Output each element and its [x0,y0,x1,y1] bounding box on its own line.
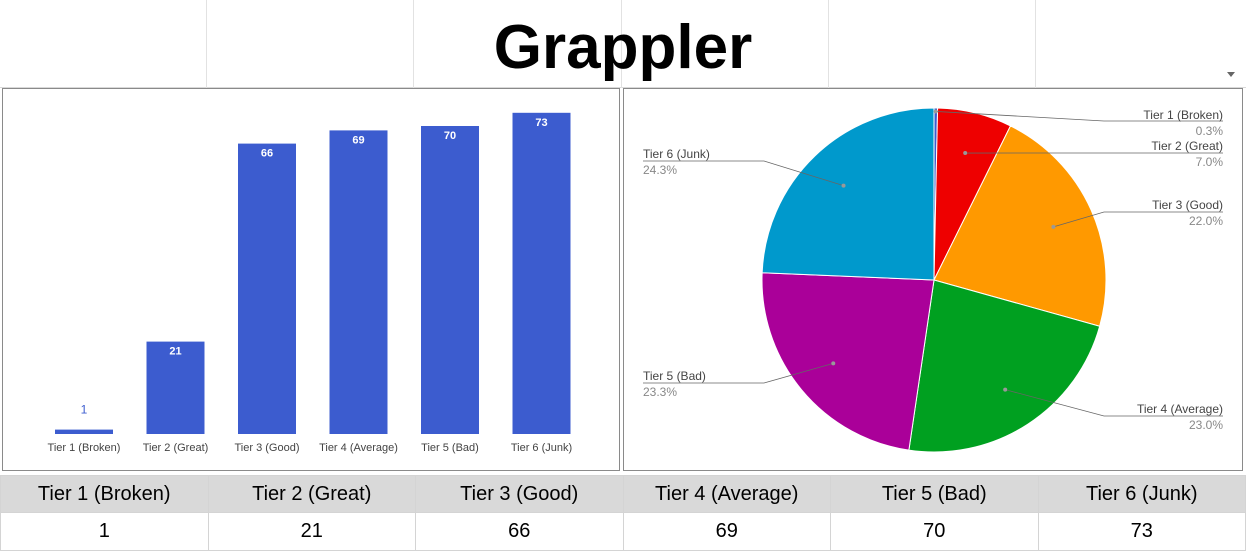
pie-label-anchor [1051,225,1055,229]
bar-data-label: 1 [81,403,88,417]
x-tick-label: Tier 4 (Average) [319,442,398,454]
pie-label-anchor [963,151,967,155]
pie-label: Tier 5 (Bad) [643,369,706,383]
table-header-cell[interactable]: Tier 4 (Average) [623,476,831,513]
table-header-cell[interactable]: Tier 2 (Great) [208,476,416,513]
pie-label-anchor [831,361,835,365]
pie-label-anchor [934,109,938,113]
table-cell[interactable]: 21 [208,513,416,551]
bar-data-label: 73 [535,117,547,129]
table-cell[interactable]: 66 [416,513,624,551]
bar [238,144,296,434]
pie-label: Tier 1 (Broken) [1143,108,1223,122]
sheet-title: Grappler [0,8,1246,88]
pie-chart-panel[interactable]: Tier 1 (Broken) 0.3%Tier 2 (Great) 7.0% Tie… [623,88,1243,471]
x-tick-label: Tier 5 (Bad) [421,442,479,454]
bar-data-label: 70 [444,130,456,142]
table-header-cell[interactable]: Tier 3 (Good) [416,476,624,513]
pie-label: Tier 4 (Average) [1137,402,1223,416]
x-tick-label: Tier 3 (Good) [234,442,299,454]
bar [55,430,113,434]
bar-data-label: 66 [261,148,273,160]
x-tick-label: Tier 2 (Great) [143,442,209,454]
pie-label: Tier 2 (Great) [1151,139,1223,153]
bar-chart: 1 Tier 1 (Broken) 21 Tier 2 (Great) 66 Tier 3… [3,89,619,470]
table-cell[interactable]: 73 [1038,513,1246,551]
pie-label: Tier 3 (Good) [1152,198,1223,212]
x-tick-label: Tier 6 (Junk) [511,442,572,454]
pie-percent-label: 0.3% [1196,124,1224,138]
x-tick-label: Tier 1 (Broken) [48,442,121,454]
table-cell[interactable]: 69 [623,513,831,551]
pie-chart: Tier 1 (Broken) 0.3%Tier 2 (Great) 7.0% Tie… [624,89,1242,470]
bar-data-label: 21 [169,346,181,358]
table-row: 1 21 66 69 70 73 [1,513,1246,551]
table-header-cell[interactable]: Tier 1 (Broken) [1,476,209,513]
pie-percent-label: 23.0% [1189,418,1223,432]
pie-percent-label: 22.0% [1189,214,1223,228]
pie-slice [762,273,934,450]
dropdown-arrow-icon[interactable] [1227,72,1235,77]
bar-chart-panel[interactable]: 1 Tier 1 (Broken) 21 Tier 2 (Great) 66 Tier 3… [2,88,620,471]
pie-label-anchor [842,184,846,188]
data-table: Tier 1 (Broken) Tier 2 (Great) Tier 3 (G… [0,475,1246,551]
pie-percent-label: 7.0% [1196,155,1224,169]
table-header-cell[interactable]: Tier 6 (Junk) [1038,476,1246,513]
pie-slice [762,108,934,280]
bar [513,113,571,434]
table-header-row: Tier 1 (Broken) Tier 2 (Great) Tier 3 (G… [1,476,1246,513]
title-row[interactable]: Grappler [0,0,1246,88]
table-header-cell[interactable]: Tier 5 (Bad) [831,476,1039,513]
bar [330,130,388,434]
pie-percent-label: 24.3% [643,163,677,177]
bar [421,126,479,434]
table-cell[interactable]: 1 [1,513,209,551]
table-cell[interactable]: 70 [831,513,1039,551]
pie-percent-label: 23.3% [643,385,677,399]
bar-data-label: 69 [352,134,364,146]
pie-label-anchor [1003,388,1007,392]
pie-label: Tier 6 (Junk) [643,147,710,161]
